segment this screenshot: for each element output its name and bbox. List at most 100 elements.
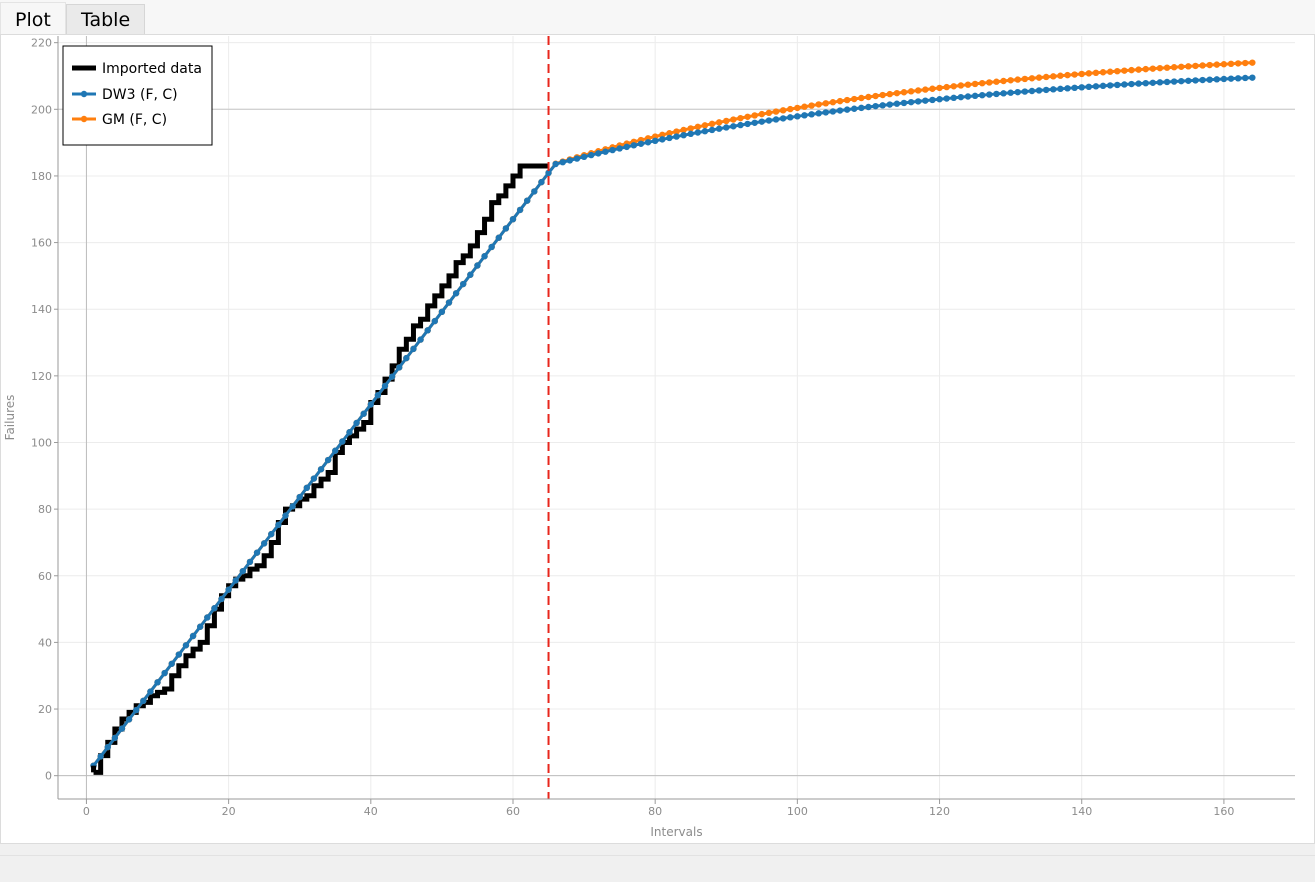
gm-marker	[978, 79, 986, 87]
dw3-marker	[438, 308, 446, 316]
dw3-marker	[815, 110, 822, 117]
dw3-marker	[1185, 77, 1192, 84]
plot-axes	[54, 36, 1295, 804]
dw3-marker	[794, 113, 801, 120]
dw3-marker	[602, 148, 609, 155]
dw3-marker	[97, 753, 104, 760]
x-tick-label: 160	[1213, 805, 1234, 818]
dw3-marker	[140, 697, 147, 705]
gm-marker	[715, 119, 723, 126]
gm-marker	[936, 84, 943, 92]
dw3-marker	[289, 503, 296, 510]
gm-marker	[922, 86, 929, 93]
y-tick-label: 120	[31, 370, 52, 383]
dw3-marker	[417, 336, 424, 343]
dw3-marker	[260, 540, 268, 547]
gm-marker	[687, 125, 694, 132]
dw3-marker	[801, 112, 808, 119]
gm-marker	[971, 80, 979, 88]
dw3-marker	[886, 101, 893, 108]
dw3-marker	[929, 96, 936, 104]
dw3-marker	[872, 102, 879, 110]
dw3-marker	[829, 108, 837, 115]
gm-marker	[723, 117, 730, 125]
dw3-line	[92, 76, 1253, 767]
dw3-marker	[1163, 78, 1171, 86]
dw3-marker	[239, 567, 247, 575]
gm-marker	[851, 95, 858, 103]
dw3-marker	[303, 484, 311, 492]
gm-marker	[1220, 61, 1228, 68]
dw3-marker	[317, 466, 325, 473]
dw3-marker	[651, 137, 659, 145]
dw3-marker	[971, 92, 979, 100]
gm-marker	[1035, 74, 1043, 81]
dw3-marker	[573, 155, 581, 162]
x-tick-label: 0	[83, 805, 90, 818]
dw3-marker	[715, 125, 723, 132]
gm-marker	[1227, 60, 1235, 68]
gm-marker	[836, 97, 844, 105]
gm-marker	[808, 102, 815, 109]
gm-marker	[1156, 64, 1164, 72]
dw3-marker	[488, 243, 495, 251]
x-tick-label: 20	[222, 805, 236, 818]
dw3-marker	[737, 121, 744, 129]
dw3-marker	[225, 586, 232, 593]
gm-marker	[1050, 73, 1057, 80]
dw3-marker	[196, 623, 204, 630]
dw3-marker	[381, 382, 389, 390]
dw3-marker	[630, 142, 638, 149]
y-tick-label: 140	[31, 303, 52, 316]
dw3-marker	[374, 391, 382, 399]
gm-marker	[1206, 61, 1213, 69]
tab-plot[interactable]: Plot	[0, 2, 66, 36]
dw3-marker	[268, 530, 275, 538]
gm-marker	[751, 112, 758, 119]
status-bar	[0, 855, 1315, 882]
dw3-marker	[1000, 90, 1007, 97]
tab-table[interactable]: Table	[66, 4, 146, 34]
dw3-marker	[865, 103, 872, 111]
x-tick-label: 40	[364, 805, 378, 818]
gm-marker	[858, 94, 865, 102]
dw3-marker	[253, 549, 261, 556]
gm-marker	[943, 83, 950, 91]
dw3-marker	[1057, 85, 1064, 93]
legend: Imported data DW3 (F, C) GM (F, C)	[62, 45, 213, 146]
gm-marker	[1014, 76, 1021, 83]
gm-marker	[1249, 59, 1256, 66]
dw3-marker	[1213, 76, 1220, 83]
legend-label-gm: GM (F, C)	[102, 112, 167, 128]
dw3-marker	[524, 197, 531, 204]
gm-marker	[1085, 70, 1093, 77]
gm-marker	[829, 99, 837, 106]
dw3-marker	[580, 153, 588, 161]
dw3-marker	[779, 115, 787, 122]
x-tick-label: 120	[929, 805, 950, 818]
gm-marker	[1142, 65, 1149, 73]
dw3-marker	[1149, 79, 1157, 86]
series-layer	[90, 59, 1256, 775]
dw3-marker	[559, 158, 566, 166]
dw3-marker	[744, 120, 751, 128]
gm-marker	[1092, 69, 1100, 77]
dw3-marker	[189, 632, 197, 640]
dw3-marker	[296, 493, 303, 501]
dw3-marker	[410, 345, 417, 353]
dw3-marker	[680, 131, 687, 139]
y-tick-label: 40	[38, 636, 52, 649]
y-tick-label: 160	[31, 237, 52, 250]
gm-marker	[886, 90, 893, 98]
dw3-marker	[182, 642, 190, 649]
gm-marker	[822, 100, 829, 107]
y-tick-label: 100	[31, 436, 52, 449]
gm-marker	[801, 103, 808, 110]
dw3-marker	[161, 669, 168, 677]
gm-marker	[694, 123, 702, 131]
dw3-marker	[552, 160, 559, 168]
dw3-marker	[1035, 87, 1043, 94]
dw3-marker	[1121, 81, 1128, 88]
dw3-marker	[609, 146, 616, 154]
y-tick-label: 180	[31, 170, 52, 183]
